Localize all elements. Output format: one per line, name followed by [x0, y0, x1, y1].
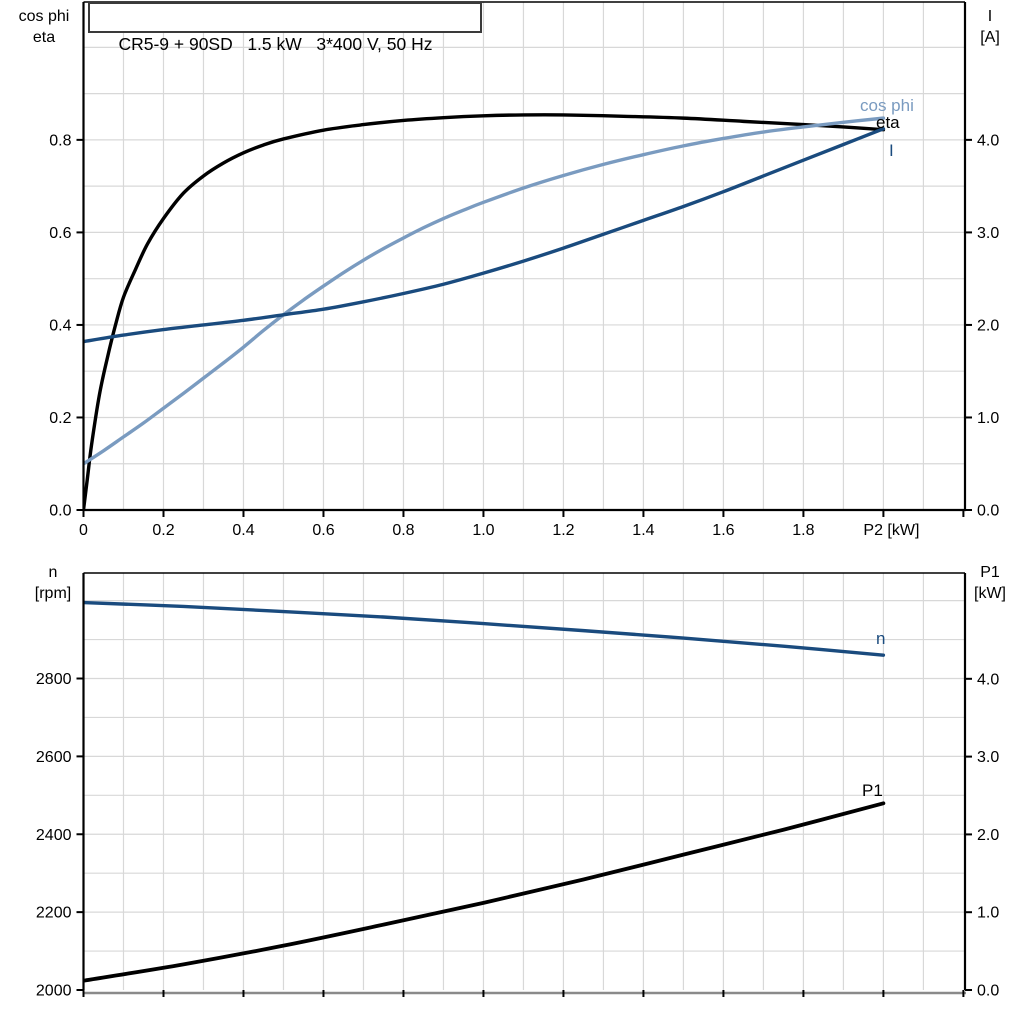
y-right-tick-label: 1.0 [977, 905, 999, 922]
curve-label-cos-phi: cos phi [860, 96, 914, 115]
bottom-right-axis-title: P1 [kW] [962, 562, 1018, 604]
x-tick-label: 0.6 [312, 522, 334, 539]
axis-title-speed: n [48, 564, 58, 581]
bottom-left-axis-title: n [rpm] [14, 562, 92, 604]
x-tick-label: 1.8 [792, 522, 814, 539]
chart-title: CR5-9 + 90SD 1.5 kW 3*400 V, 50 Hz [118, 34, 433, 54]
y-right-tick-label: 4.0 [977, 671, 999, 688]
curve-label-I: I [889, 141, 894, 160]
x-tick-label: 0.8 [392, 522, 414, 539]
axis-title-p1: P1 [980, 564, 1000, 581]
x-tick-label: 0.2 [152, 522, 174, 539]
y-left-tick-label: 0.2 [49, 410, 71, 427]
curve-n [83, 600, 886, 657]
y-left-tick-label: 2400 [36, 827, 72, 844]
y-right-tick-label: 2.0 [977, 827, 999, 844]
curve-eta [83, 113, 886, 511]
y-left-tick-label: 2600 [36, 749, 72, 766]
x-axis-unit-label: P2 [kW] [863, 522, 919, 539]
y-left-tick-label: 2200 [36, 905, 72, 922]
y-left-tick-label: 0.6 [49, 225, 71, 242]
x-tick-label: 1.6 [712, 522, 734, 539]
y-left-tick-label: 0.8 [49, 132, 71, 149]
y-right-tick-label: 3.0 [977, 749, 999, 766]
axis-title-p1-unit: [kW] [974, 585, 1006, 602]
y-right-tick-label: 0.0 [977, 503, 999, 520]
x-tick-label: 1.0 [472, 522, 494, 539]
y-right-tick-label: 3.0 [977, 225, 999, 242]
y-right-tick-label: 0.0 [977, 983, 999, 1000]
x-tick-label: 1.2 [552, 522, 574, 539]
top-right-axis-title: I [A] [964, 6, 1016, 48]
curve-label-n: n [876, 629, 885, 648]
y-right-tick-label: 4.0 [977, 132, 999, 149]
axis-title-cos-phi: cos phi [18, 8, 70, 25]
curve-label-P1: P1 [862, 781, 883, 800]
x-tick-label: 0.4 [232, 522, 254, 539]
curve-I [83, 127, 886, 344]
y-right-tick-label: 1.0 [977, 410, 999, 427]
y-left-tick-label: 0.0 [49, 503, 71, 520]
curve-label-eta: eta [876, 113, 900, 132]
axis-title-current-unit: [A] [980, 29, 1000, 46]
axis-title-eta: eta [32, 29, 56, 46]
axis-title-current: I [987, 8, 993, 25]
top-left-axis-title: cos phi eta [6, 6, 82, 48]
x-tick-label: 1.4 [632, 522, 654, 539]
y-left-tick-label: 2000 [36, 983, 72, 1000]
y-left-tick-label: 2800 [36, 671, 72, 688]
y-right-tick-label: 2.0 [977, 317, 999, 334]
x-tick-label: 0 [79, 522, 88, 539]
chart-title-box: CR5-9 + 90SD 1.5 kW 3*400 V, 50 Hz [88, 2, 482, 54]
y-left-tick-label: 0.4 [49, 317, 71, 334]
curve-cos-phi [83, 116, 886, 466]
curve-P1 [83, 801, 886, 983]
axis-title-speed-unit: [rpm] [34, 585, 72, 602]
